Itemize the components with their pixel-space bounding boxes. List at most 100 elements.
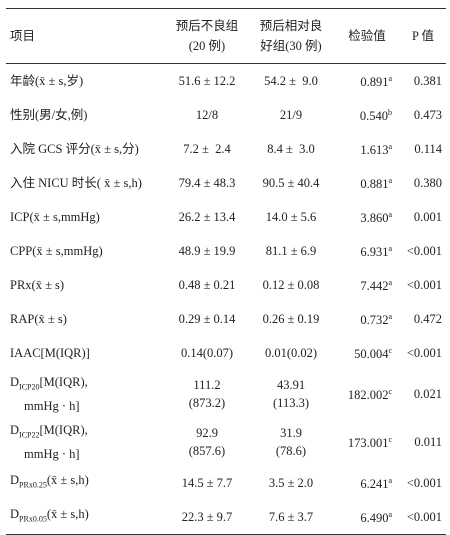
- test-number: 0.540: [359, 109, 388, 124]
- row-label: RAP(x̄ ± s): [6, 302, 166, 336]
- header-text: 好组(30 例): [260, 39, 322, 53]
- header-cell: 项目: [6, 9, 166, 64]
- label-sub: ICP20: [19, 382, 40, 392]
- test-mark: a: [388, 142, 392, 152]
- test-mark: a: [388, 176, 392, 186]
- group-value: 7.6 ± 3.7: [248, 500, 334, 535]
- test-value: 3.860a: [334, 200, 400, 234]
- value-text: 3.5 ± 2.0: [268, 476, 314, 490]
- label-line: 性别(男/女,例): [10, 108, 87, 122]
- label-main: D: [10, 507, 20, 522]
- value-text: (113.3): [273, 396, 309, 410]
- table-row: ICP(x̄ ± s,mmHg) 26.2 ± 13.4 14.0 ± 5.6 3.8…: [6, 200, 446, 234]
- value-text: 31.9: [280, 426, 302, 440]
- row-label: 性别(男/女,例): [6, 98, 166, 132]
- table-body: 年龄(x̄ ± s,岁) 51.6 ± 12.2 54.2 ± 9.0 0.891a 0…: [6, 64, 446, 535]
- group-value: 81.1 ± 6.9: [248, 234, 334, 268]
- value-text: 90.5 ± 40.4: [262, 176, 320, 190]
- value-text: 0.01(0.02): [264, 346, 318, 360]
- value-text: 92.9: [196, 426, 218, 440]
- value-text: 22.3 ± 9.7: [181, 510, 233, 524]
- table-row: 性别(男/女,例) 12/8 21/9 0.540b 0.473: [6, 98, 446, 132]
- group-value: 31.9 (78.6): [248, 418, 334, 466]
- value-text: 14.0 ± 5.6: [265, 210, 317, 224]
- group-value: 111.2 (873.2): [166, 370, 248, 418]
- label-line: CPP(x̄ ± s,mmHg): [10, 244, 103, 258]
- test-number: 50.004: [354, 347, 389, 362]
- label-main: 入住 NICU 时长( x̄ ± s,h): [10, 176, 142, 190]
- table-row: DPRx0.05(x̄ ± s,h) 22.3 ± 9.7 7.6 ± 3.7 6.4…: [6, 500, 446, 535]
- label-main: CPP(x̄ ± s,mmHg): [10, 244, 103, 258]
- label-sub: PRx0.05: [19, 514, 47, 524]
- group-value: 0.48 ± 0.21: [166, 268, 248, 302]
- test-value: 7.442a: [334, 268, 400, 302]
- group-value: 21/9: [248, 98, 334, 132]
- group-value: 14.0 ± 5.6: [248, 200, 334, 234]
- test-mark: a: [388, 312, 392, 322]
- test-number: 1.613: [360, 143, 389, 158]
- group-value: 92.9 (857.6): [166, 418, 248, 466]
- p-value: 0.021: [413, 387, 442, 401]
- value-text: 48.9 ± 19.9: [178, 244, 236, 258]
- test-number: 6.490: [360, 511, 389, 526]
- p-value: <0.001: [406, 476, 442, 490]
- label-sub: ICP22: [19, 430, 40, 440]
- header-text: (20 例): [188, 39, 226, 53]
- test-number: 6.931: [360, 245, 389, 260]
- test-number: 0.891: [360, 75, 389, 90]
- group-value: 79.4 ± 48.3: [166, 166, 248, 200]
- row-label: DICP20[M(IQR), mmHg · h]: [6, 370, 166, 418]
- value-text: 79.4 ± 48.3: [178, 176, 236, 190]
- label-line2: mmHg · h]: [24, 446, 80, 461]
- header-cell: 检验值: [334, 9, 400, 64]
- test-number: 0.732: [360, 313, 389, 328]
- value-text: 21/9: [279, 108, 303, 122]
- header-text: 预后相对良: [259, 19, 323, 33]
- label-line: RAP(x̄ ± s): [10, 312, 67, 326]
- value-text: 14.5 ± 7.7: [181, 476, 233, 490]
- p-value: <0.001: [406, 278, 442, 292]
- table-row: CPP(x̄ ± s,mmHg) 48.9 ± 19.9 81.1 ± 6.9 6.9…: [6, 234, 446, 268]
- group-value: 90.5 ± 40.4: [248, 166, 334, 200]
- p-value: 0.473: [413, 108, 442, 122]
- test-mark: a: [388, 74, 392, 84]
- label-line: DPRx0.05(x̄ ± s,h): [10, 507, 89, 524]
- value-text: 51.6 ± 12.2: [178, 74, 236, 88]
- p-value: 0.380: [413, 176, 442, 190]
- header-text: P 值: [411, 29, 435, 43]
- p-value: 0.011: [414, 435, 442, 449]
- label-main: IAAC[M(IQR)]: [10, 346, 90, 360]
- group-value: 0.29 ± 0.14: [166, 302, 248, 336]
- table-row: 年龄(x̄ ± s,岁) 51.6 ± 12.2 54.2 ± 9.0 0.891a 0…: [6, 64, 446, 99]
- p-value: 0.001: [413, 210, 442, 224]
- value-text: (857.6): [188, 444, 226, 458]
- group-value: 43.91 (113.3): [248, 370, 334, 418]
- table-row: IAAC[M(IQR)] 0.14(0.07) 0.01(0.02) 50.004c <…: [6, 336, 446, 370]
- label-line: DICP20[M(IQR),: [10, 375, 88, 392]
- group-value: 8.4 ± 3.0: [248, 132, 334, 166]
- header-text: 检验值: [348, 29, 386, 43]
- table-row: DICP22[M(IQR), mmHg · h] 92.9 (857.6) 31.9 (7…: [6, 418, 446, 466]
- label-main: 性别(男/女,例): [10, 108, 88, 122]
- label-main: ICP(x̄ ± s,mmHg): [10, 210, 100, 224]
- row-label: 年龄(x̄ ± s,岁): [6, 64, 166, 99]
- value-text: 43.91: [276, 378, 306, 392]
- p-value: <0.001: [406, 510, 442, 524]
- test-value: 182.002c: [334, 370, 400, 418]
- group-value: 12/8: [166, 98, 248, 132]
- test-number: 6.241: [360, 477, 389, 492]
- row-label: 入住 NICU 时长( x̄ ± s,h): [6, 166, 166, 200]
- header-cell: 预后相对良好组(30 例): [248, 9, 334, 64]
- table-header: 项目 预后不良组 (20 例) 预后相对良 好组(30 例) 检验值 P 值: [6, 8, 446, 64]
- value-text: 0.12 ± 0.08: [262, 278, 320, 292]
- row-label: DICP22[M(IQR), mmHg · h]: [6, 418, 166, 466]
- p-value: <0.001: [406, 244, 442, 258]
- table-row: 入住 NICU 时长( x̄ ± s,h) 79.4 ± 48.3 90.5 ± 4…: [6, 166, 446, 200]
- label-line: DPRx0.25(x̄ ± s,h): [10, 473, 89, 490]
- test-number: 0.881: [360, 177, 389, 192]
- test-mark: a: [388, 244, 392, 254]
- label-main: D: [10, 423, 20, 438]
- test-value: 0.732a: [334, 302, 400, 336]
- test-value: 6.931a: [334, 234, 400, 268]
- data-table: 项目 预后不良组 (20 例) 预后相对良 好组(30 例) 检验值 P 值 年龄(x̄ ±…: [6, 8, 446, 535]
